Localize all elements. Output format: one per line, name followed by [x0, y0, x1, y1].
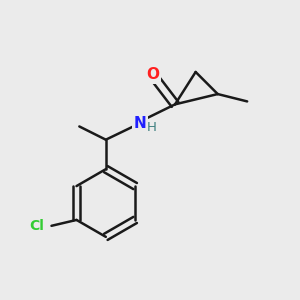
Text: O: O: [146, 68, 159, 82]
Text: Cl: Cl: [29, 219, 44, 233]
Text: H: H: [147, 121, 157, 134]
Text: N: N: [133, 116, 146, 131]
